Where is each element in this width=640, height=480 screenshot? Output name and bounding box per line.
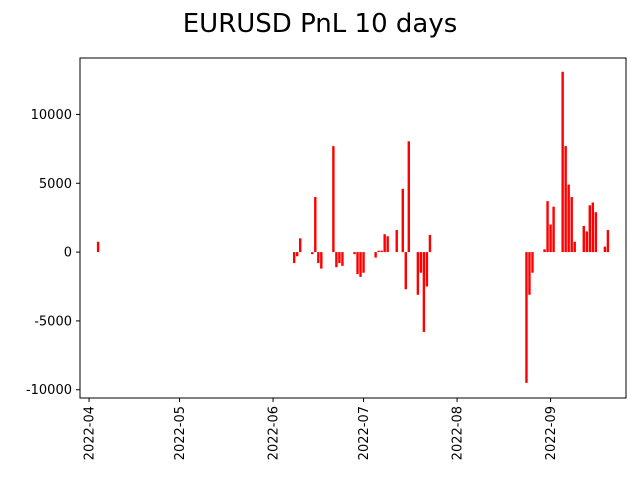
bar bbox=[401, 188, 404, 253]
bar bbox=[383, 234, 386, 253]
x-tick-label: 2022-07 bbox=[357, 406, 372, 460]
bar bbox=[96, 241, 100, 253]
bar bbox=[416, 252, 420, 295]
plot-frame bbox=[79, 57, 627, 399]
bar bbox=[543, 249, 546, 253]
bar bbox=[292, 252, 296, 264]
bar bbox=[549, 224, 552, 253]
bar bbox=[299, 238, 302, 253]
bar bbox=[428, 234, 432, 253]
bar bbox=[404, 252, 407, 290]
bar bbox=[317, 252, 320, 264]
bar bbox=[561, 71, 564, 253]
bar bbox=[606, 230, 610, 253]
bar bbox=[386, 236, 389, 253]
bar bbox=[564, 146, 567, 253]
bar bbox=[552, 206, 555, 253]
bar bbox=[374, 252, 377, 258]
x-tick-label: 2022-06 bbox=[267, 406, 282, 460]
bar bbox=[338, 252, 341, 264]
bar bbox=[341, 252, 344, 266]
bar bbox=[353, 252, 356, 255]
bar bbox=[359, 252, 362, 277]
y-tick-label: 5000 bbox=[39, 177, 72, 192]
bar bbox=[570, 197, 573, 253]
bar bbox=[356, 252, 359, 275]
x-tick-label: 2022-08 bbox=[451, 406, 466, 460]
bar bbox=[311, 252, 314, 255]
bar bbox=[419, 252, 423, 273]
y-tick-label: 0 bbox=[64, 246, 72, 261]
bars-group bbox=[96, 71, 610, 383]
bar bbox=[395, 230, 398, 253]
bar bbox=[295, 252, 299, 257]
bar bbox=[603, 246, 607, 253]
bar bbox=[407, 141, 411, 253]
bar bbox=[332, 146, 335, 253]
y-tick-label: -5000 bbox=[34, 314, 72, 329]
y-tick-label: 10000 bbox=[31, 108, 72, 123]
bar bbox=[582, 225, 585, 253]
bar bbox=[314, 197, 317, 253]
bar bbox=[525, 252, 528, 383]
y-axis: -10000 -5000 0 5000 10000 bbox=[26, 108, 80, 398]
bar bbox=[594, 212, 598, 253]
bar bbox=[528, 252, 531, 295]
bar bbox=[546, 201, 549, 253]
x-tick-label: 2022-04 bbox=[83, 406, 98, 460]
bar bbox=[588, 205, 591, 253]
bar bbox=[377, 250, 380, 253]
bar bbox=[425, 252, 429, 287]
bar bbox=[380, 250, 383, 253]
bar bbox=[591, 202, 595, 253]
bar bbox=[320, 252, 323, 269]
bar bbox=[422, 252, 426, 332]
bar bbox=[567, 184, 570, 253]
y-tick-label: -10000 bbox=[26, 383, 72, 398]
bar bbox=[362, 252, 365, 273]
bar bbox=[585, 231, 588, 253]
bar bbox=[335, 252, 338, 268]
bar bbox=[531, 252, 534, 273]
bar bbox=[573, 241, 576, 253]
x-tick-label: 2022-09 bbox=[544, 406, 559, 460]
x-axis: 2022-04 2022-05 2022-06 2022-07 2022-08 2022-… bbox=[83, 398, 559, 460]
chart-title: EURUSD PnL 10 days bbox=[183, 9, 458, 39]
x-tick-label: 2022-05 bbox=[173, 406, 188, 460]
